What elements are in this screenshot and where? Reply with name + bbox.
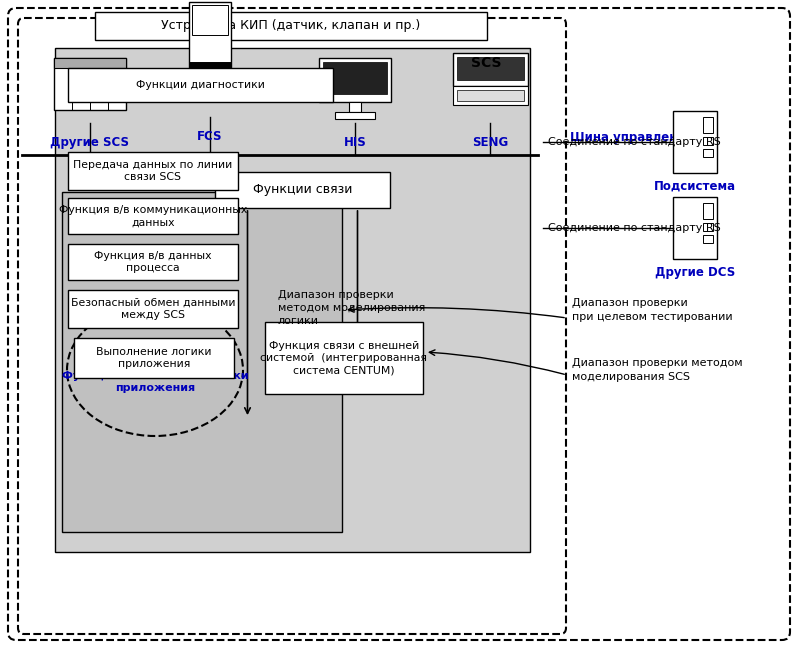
Text: Функции диагностики: Функции диагностики [136,80,265,90]
Bar [319,58,391,102]
Text: Диапазон проверки
методом моделирования
логики: Диапазон проверки методом моделирования … [278,290,426,326]
Bar [68,290,238,328]
Bar [323,62,387,94]
Text: Функции связи: Функции связи [253,183,352,196]
Bar [68,152,238,190]
Text: HIS: HIS [344,136,366,149]
Bar [68,198,238,234]
Bar [453,86,528,105]
Bar [54,58,126,68]
Text: Функция в/в данных
процесса: Функция в/в данных процесса [94,251,212,273]
Text: SCS: SCS [471,56,502,70]
Bar [703,137,713,145]
Bar [703,223,713,231]
Bar [703,203,713,219]
Bar [215,172,390,208]
Text: Диапазон проверки
при целевом тестировании: Диапазон проверки при целевом тестирован… [572,298,733,322]
Text: Функция в/в коммуникационных
данных: Функция в/в коммуникационных данных [59,205,247,228]
Bar [55,48,530,552]
Bar [457,57,524,80]
Bar [62,192,342,532]
Bar [703,117,713,133]
Bar [335,112,375,119]
Bar [192,5,228,35]
Bar [185,72,235,79]
Text: Другие DCS: Другие DCS [655,266,735,279]
Text: Выполнение логики
приложения: Выполнение логики приложения [96,347,212,369]
Text: Диапазон проверки методом
моделирования SCS: Диапазон проверки методом моделирования … [572,358,742,382]
Bar [673,111,717,173]
Text: Передача данных по линии
связи SCS: Передача данных по линии связи SCS [74,160,233,182]
Bar [349,102,361,112]
Text: Соединение по стандарту RS: Соединение по стандарту RS [548,137,721,147]
Text: Шина управления: Шина управления [570,131,694,144]
Bar [703,149,713,157]
Bar [703,235,713,243]
Bar [457,90,524,101]
Bar [68,68,333,102]
Text: SENG: SENG [472,136,508,149]
Bar [54,58,126,110]
Bar [189,62,231,72]
Bar [74,338,234,378]
Bar [68,244,238,280]
Text: Устройства КИП (датчик, клапан и пр.): Устройства КИП (датчик, клапан и пр.) [162,20,421,32]
Text: Функция связи с внешней
системой  (интегрированная
система CENTUM): Функция связи с внешней системой (интегр… [261,341,427,376]
Text: Безопасный обмен данными
между SCS: Безопасный обмен данными между SCS [70,298,235,320]
Bar [453,53,528,86]
Bar [189,2,231,72]
Text: FCS: FCS [198,130,222,143]
Text: Соединение по стандарту RS: Соединение по стандарту RS [548,223,721,233]
Text: Подсистема: Подсистема [654,180,736,193]
Bar [265,322,423,394]
Text: Функция выполнения логики
приложения: Функция выполнения логики приложения [62,370,248,393]
Bar [95,12,487,40]
Text: Другие SCS: Другие SCS [50,136,130,149]
Bar [673,197,717,259]
